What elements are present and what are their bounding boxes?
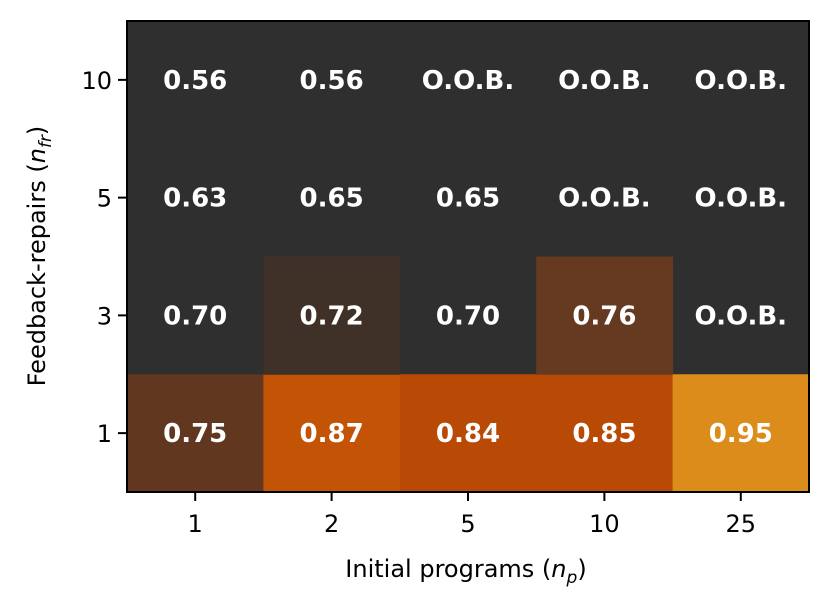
y-tick-label: 10 bbox=[81, 67, 112, 95]
heatmap-cell bbox=[536, 374, 674, 493]
cell-value-label: O.O.B. bbox=[558, 66, 651, 96]
y-axis-label-text: Feedback-repairs bbox=[23, 180, 51, 386]
y-axis-label-subscript: fr bbox=[36, 134, 56, 148]
x-axis-label-symbol: n bbox=[551, 555, 566, 583]
x-tick-label: 1 bbox=[188, 510, 203, 538]
cell-value-label: 0.65 bbox=[436, 184, 500, 214]
cell-value-label: O.O.B. bbox=[695, 301, 788, 331]
cell-value-label: 0.76 bbox=[572, 301, 636, 331]
cell-value-label: 0.70 bbox=[436, 301, 500, 331]
cell-value-label: 0.75 bbox=[163, 419, 227, 449]
x-tick-label: 10 bbox=[589, 510, 620, 538]
x-axis-label-text: Initial programs bbox=[345, 555, 534, 583]
heatmap-cell bbox=[263, 256, 401, 375]
cells-layer bbox=[127, 256, 810, 493]
cell-value-label: O.O.B. bbox=[422, 66, 515, 96]
heatmap-cell bbox=[536, 256, 674, 375]
cell-value-label: O.O.B. bbox=[695, 66, 788, 96]
y-axis-ticks: 1 3 5 10 bbox=[81, 67, 127, 448]
x-tick-label: 25 bbox=[726, 510, 757, 538]
y-tick-label: 3 bbox=[97, 302, 112, 330]
cell-value-label: O.O.B. bbox=[695, 184, 788, 214]
x-tick-label: 5 bbox=[460, 510, 475, 538]
heatmap-cell bbox=[127, 374, 264, 493]
x-axis-label-subscript: p bbox=[566, 568, 578, 588]
labels-layer: 0.75 0.87 0.84 0.85 0.95 0.70 0.72 0.70 0.76 O.O.… bbox=[163, 66, 787, 449]
heatmap-cell bbox=[399, 374, 537, 493]
y-axis-label-symbol: n bbox=[23, 148, 51, 163]
cell-value-label: 0.84 bbox=[436, 419, 500, 449]
x-axis-label-close: ) bbox=[577, 555, 586, 583]
y-axis-label-close: ) bbox=[23, 126, 51, 135]
y-axis-label: Feedback-repairs (nfr) bbox=[23, 126, 56, 387]
cell-value-label: 0.70 bbox=[163, 301, 227, 331]
x-axis-label: Initial programs (np) bbox=[345, 555, 586, 588]
cell-value-label: 0.95 bbox=[709, 419, 773, 449]
y-tick-label: 1 bbox=[97, 420, 112, 448]
cell-value-label: 0.87 bbox=[300, 419, 364, 449]
cell-value-label: 0.63 bbox=[163, 184, 227, 214]
cell-value-label: 0.65 bbox=[300, 184, 364, 214]
x-axis-ticks: 1 2 5 10 25 bbox=[188, 492, 757, 538]
heatmap-cell bbox=[263, 374, 401, 493]
cell-value-label: 0.56 bbox=[300, 66, 364, 96]
heatmap-cell bbox=[672, 374, 810, 493]
y-tick-label: 5 bbox=[97, 185, 112, 213]
cell-value-label: 0.56 bbox=[163, 66, 227, 96]
x-tick-label: 2 bbox=[324, 510, 339, 538]
cell-value-label: 0.72 bbox=[300, 301, 364, 331]
cell-value-label: O.O.B. bbox=[558, 184, 651, 214]
cell-value-label: 0.85 bbox=[572, 419, 636, 449]
